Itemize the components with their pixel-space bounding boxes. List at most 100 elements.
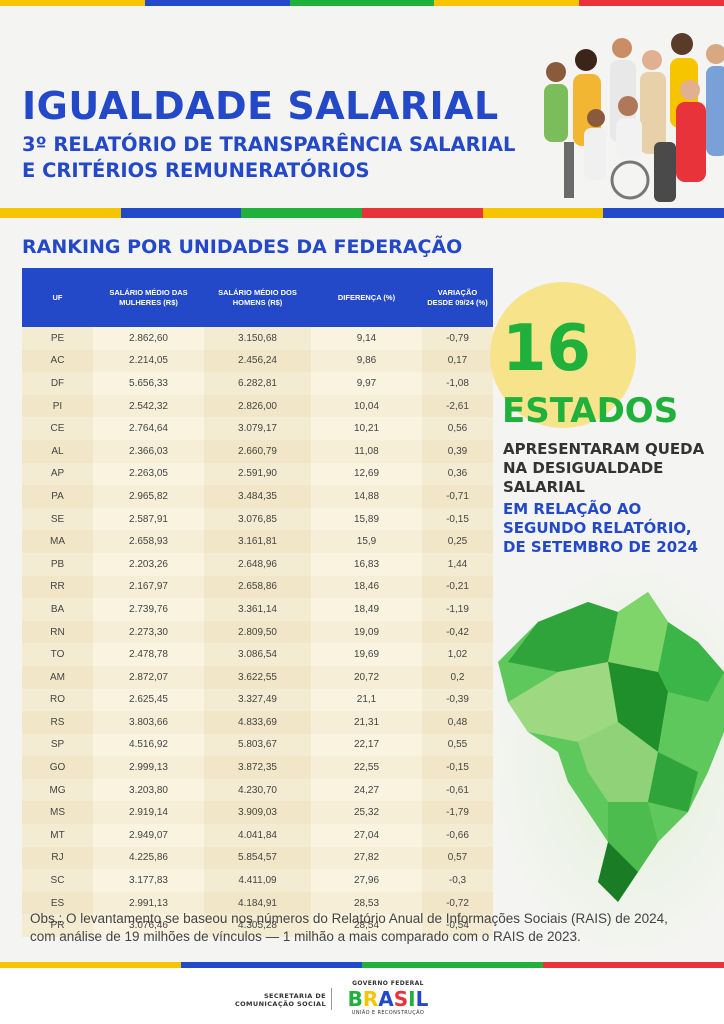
cell-salary-women: 2.949,07 [93,824,204,847]
cell-difference: 10,04 [311,394,422,418]
cell-difference: 15,9 [311,530,422,553]
cell-salary-men: 4.230,70 [204,778,311,802]
cell-uf: ES [22,891,93,915]
cell-difference: 25,32 [311,801,422,825]
table-header-row: UF SALÁRIO MÉDIO DAS MULHERES (R$) SALÁR… [22,268,493,327]
brasil-letter: B [347,987,363,1011]
cell-salary-women: 2.203,26 [93,552,204,576]
cell-variation: -1,19 [422,598,493,621]
brasil-letter: S [393,987,409,1011]
cell-uf: SC [22,869,93,892]
subtitle-line-2: E CRITÉRIOS REMUNERATÓRIOS [22,159,370,182]
gov-top-text: GOVERNO FEDERAL [352,980,424,987]
table-row: MS 2.919,14 3.909,03 25,32 -1,79 [22,801,493,825]
cell-salary-women: 2.478,78 [93,643,204,666]
cell-uf: AL [22,439,93,463]
cell-salary-men: 2.660,79 [204,439,311,463]
cell-difference: 11,08 [311,439,422,463]
table-row: RN 2.273,30 2.809,50 19,09 -0,42 [22,620,493,644]
cell-salary-women: 3.177,83 [93,869,204,892]
cell-difference: 15,89 [311,507,422,531]
observation-note: Obs.: O levantamento se baseou nos númer… [30,911,668,944]
table-row: GO 2.999,13 3.872,35 22,55 -0,15 [22,756,493,779]
cell-uf: CE [22,417,93,440]
brasil-letter: R [362,987,379,1011]
cell-salary-men: 5.854,57 [204,846,311,870]
cell-variation: 0,2 [422,665,493,689]
cell-uf: PE [22,327,93,350]
cell-variation: -0,79 [422,327,493,350]
cell-salary-women: 2.999,13 [93,756,204,779]
brasil-letter: I [408,987,416,1011]
table-row: AP 2.263,05 2.591,90 12,69 0,36 [22,462,493,486]
cell-salary-men: 2.658,86 [204,575,311,599]
cell-salary-women: 2.764,64 [93,417,204,440]
table-row: DF 5.656,33 6.282,81 9,97 -1,08 [22,372,493,395]
cell-uf: PI [22,394,93,418]
cell-salary-men: 3.086,54 [204,643,311,666]
cell-variation: 0,57 [422,846,493,870]
cell-uf: MT [22,824,93,847]
cell-difference: 21,31 [311,711,422,734]
table-row: MG 3.203,80 4.230,70 24,27 -0,61 [22,778,493,802]
cell-difference: 20,72 [311,665,422,689]
header-difference: DIFERENÇA (%) [311,268,422,327]
header-salary-women: SALÁRIO MÉDIO DAS MULHERES (R$) [93,268,204,327]
cell-salary-women: 2.273,30 [93,620,204,644]
yellow-circle [490,282,636,428]
page-title: IGUALDADE SALARIAL [22,84,499,128]
footer-color-band [0,962,724,968]
table-row: MA 2.658,93 3.161,81 15,9 0,25 [22,530,493,553]
cell-salary-women: 4.225,86 [93,846,204,870]
page-subtitle: 3º RELATÓRIO DE TRANSPARÊNCIA SALARIAL E… [22,132,542,184]
highlight-text-blue: EM RELAÇÃO AO SEGUNDO RELATÓRIO, DE SETE… [503,500,698,556]
cell-difference: 22,17 [311,733,422,757]
cell-difference: 9,97 [311,372,422,395]
cell-uf: GO [22,756,93,779]
table-row: MT 2.949,07 4.041,84 27,04 -0,66 [22,824,493,847]
brazil-map-illustration [498,592,724,902]
subtitle-line-1: 3º RELATÓRIO DE TRANSPARÊNCIA SALARIAL [22,133,516,156]
cell-difference: 27,82 [311,846,422,870]
cell-difference: 16,83 [311,552,422,576]
cell-uf: MG [22,778,93,802]
people-illustration [544,33,724,202]
cell-difference: 22,55 [311,756,422,779]
table-row: RS 3.803,66 4.833,69 21,31 0,48 [22,711,493,734]
cell-salary-men: 2.826,00 [204,394,311,418]
table-row: SC 3.177,83 4.411,09 27,96 -0,3 [22,869,493,892]
ranking-table: UF SALÁRIO MÉDIO DAS MULHERES (R$) SALÁR… [22,268,493,938]
cell-difference: 14,88 [311,485,422,508]
cell-variation: -0,71 [422,485,493,508]
cell-difference: 9,14 [311,327,422,350]
cell-variation: -2,61 [422,394,493,418]
table-row: BA 2.739,76 3.361,14 18,49 -1,19 [22,598,493,621]
brasil-letter: A [378,987,394,1011]
cell-uf: SP [22,733,93,757]
highlight-word: ESTADOS [502,391,679,431]
cell-variation: 0,25 [422,530,493,553]
cell-difference: 27,04 [311,824,422,847]
cell-variation: -0,61 [422,778,493,802]
cell-difference: 18,46 [311,575,422,599]
cell-salary-men: 2.591,90 [204,462,311,486]
header-variation: VARIAÇÃO DESDE 09/24 (%) [422,268,493,327]
cell-salary-men: 4.041,84 [204,824,311,847]
cell-uf: AC [22,349,93,373]
footer [0,968,724,1024]
secom-line-1: SECRETARIA DE [263,992,326,1000]
cell-salary-women: 2.587,91 [93,507,204,531]
cell-uf: AP [22,462,93,486]
cell-salary-men: 5.803,67 [204,733,311,757]
table-row: AL 2.366,03 2.660,79 11,08 0,39 [22,439,493,463]
secom-logo: SECRETARIA DE COMUNICAÇÃO SOCIAL [230,992,326,1008]
cell-salary-men: 3.484,35 [204,485,311,508]
cell-variation: 0,17 [422,349,493,373]
cell-difference: 10,21 [311,417,422,440]
cell-difference: 18,49 [311,598,422,621]
cell-salary-men: 4.411,09 [204,869,311,892]
cell-salary-men: 3.076,85 [204,507,311,531]
cell-salary-women: 3.076,46 [93,914,204,938]
